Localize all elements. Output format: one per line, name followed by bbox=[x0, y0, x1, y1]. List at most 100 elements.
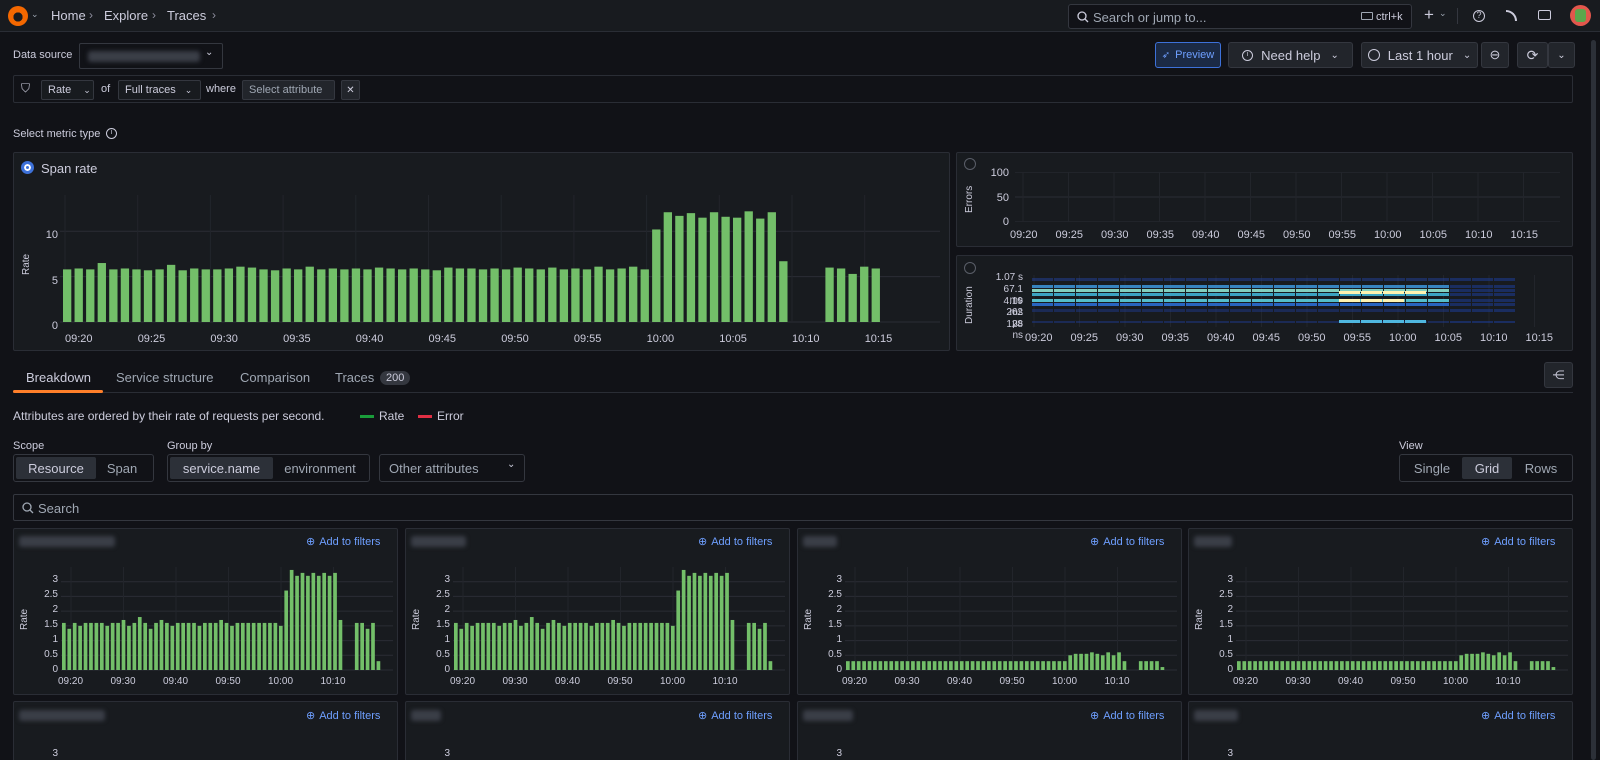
scope-option-span[interactable]: Span bbox=[106, 460, 138, 476]
attribute-panel-xtick: 09:40 bbox=[555, 676, 581, 687]
avatar[interactable] bbox=[1570, 5, 1591, 26]
scope-toggle[interactable]: Resource Span bbox=[13, 454, 154, 482]
search-input[interactable]: Search or jump to... ctrl+k bbox=[1068, 4, 1412, 29]
attribute-panel-xtick: 10:00 bbox=[1052, 676, 1078, 687]
attribute-panel-bar bbox=[170, 625, 175, 670]
span-rate-bar bbox=[247, 267, 257, 322]
errors-radio[interactable] bbox=[964, 158, 976, 170]
page-scrollbar[interactable] bbox=[1591, 40, 1596, 760]
preview-button[interactable]: ➶ Preview bbox=[1155, 42, 1221, 68]
attribute-panel-bar bbox=[529, 617, 534, 670]
attribute-panel-bar bbox=[1421, 661, 1426, 670]
attribute-panel-chart[interactable] bbox=[845, 567, 1177, 672]
attribute-panel-bar bbox=[470, 625, 474, 670]
span-rate-bar bbox=[178, 270, 187, 322]
need-help-button[interactable]: i Need help ⌄ bbox=[1228, 42, 1353, 68]
view-option-single[interactable]: Single bbox=[1413, 460, 1451, 476]
of-label: of bbox=[101, 83, 111, 95]
view-label: View bbox=[1399, 440, 1423, 452]
refresh-button[interactable]: ⟳ bbox=[1517, 42, 1548, 68]
view-toggle[interactable]: Single Grid Rows bbox=[1399, 454, 1573, 482]
groupby-option-environment[interactable]: environment bbox=[284, 460, 356, 476]
breakdown-search-input[interactable]: Search bbox=[13, 494, 1573, 521]
attribute-panel-ytick: 0 bbox=[836, 664, 842, 675]
attribute-panel-bar bbox=[846, 661, 850, 670]
breadcrumb-explore[interactable]: Explore bbox=[104, 8, 149, 23]
attribute-panel-xtick: 10:10 bbox=[1495, 676, 1521, 687]
zoom-out-button[interactable]: ⊖ bbox=[1481, 42, 1509, 68]
share-button[interactable]: ⋲ bbox=[1544, 362, 1573, 388]
groupby-toggle[interactable]: service.name environment bbox=[167, 454, 370, 482]
refresh-interval-dropdown[interactable]: ⌄ bbox=[1548, 42, 1575, 68]
add-icon[interactable]: + bbox=[1424, 5, 1434, 24]
remove-filter-button[interactable]: ✕ bbox=[341, 80, 360, 100]
attribute-panel-ytick: 3 bbox=[444, 748, 450, 759]
attribute-select[interactable]: Select attribute bbox=[242, 80, 335, 100]
search-icon bbox=[1077, 11, 1089, 23]
chevron-down-icon[interactable]: ⌄ bbox=[31, 9, 39, 19]
info-icon[interactable]: i bbox=[106, 128, 117, 139]
attribute-panel[interactable] bbox=[797, 701, 1182, 760]
span-rate-chart[interactable] bbox=[60, 195, 940, 327]
monitor-icon[interactable] bbox=[1538, 10, 1551, 20]
add-to-filters-button[interactable]: ⊕ Add to filters bbox=[306, 535, 380, 549]
heatmap-cell bbox=[1296, 289, 1317, 292]
heatmap-cell bbox=[1472, 309, 1493, 312]
span-rate-radio[interactable] bbox=[21, 161, 34, 174]
add-to-filters-button[interactable]: ⊕ Add to filters bbox=[1481, 709, 1555, 723]
errors-panel[interactable] bbox=[956, 152, 1573, 247]
attribute-panel-bar bbox=[703, 572, 708, 670]
grafana-logo-icon[interactable] bbox=[8, 6, 28, 26]
tab-service-structure[interactable]: Service structure bbox=[116, 370, 214, 385]
groupby-option-service-name[interactable]: service.name bbox=[170, 457, 273, 479]
attribute-panel[interactable] bbox=[1188, 701, 1573, 760]
span-rate-xtick: 09:35 bbox=[283, 333, 311, 345]
breadcrumb-traces[interactable]: Traces bbox=[167, 8, 207, 23]
heatmap-cell bbox=[1450, 299, 1471, 302]
add-to-filters-button[interactable]: ⊕ Add to filters bbox=[306, 709, 380, 723]
attribute-panel-bar bbox=[725, 572, 729, 670]
attribute-panel-bar bbox=[278, 625, 283, 670]
attribute-panel-xtick: 09:40 bbox=[1338, 676, 1364, 687]
data-source-picker[interactable]: ⌄ bbox=[79, 43, 223, 69]
duration-radio[interactable] bbox=[964, 262, 976, 274]
attribute-panel-chart[interactable] bbox=[1236, 567, 1568, 672]
attribute-panel-bar bbox=[611, 619, 615, 670]
attribute-panel-bar bbox=[1486, 653, 1491, 670]
add-to-filters-button[interactable]: ⊕ Add to filters bbox=[698, 535, 772, 549]
breadcrumb-home[interactable]: Home bbox=[51, 8, 86, 23]
add-to-filters-button[interactable]: ⊕ Add to filters bbox=[1481, 535, 1555, 549]
attribute-panel-bar bbox=[540, 628, 545, 670]
scope-option-resource[interactable]: Resource bbox=[16, 457, 96, 479]
chevron-down-icon[interactable]: ⌄ bbox=[1439, 8, 1447, 18]
time-range-picker[interactable]: Last 1 hour ⌄ bbox=[1361, 42, 1478, 68]
add-to-filters-button[interactable]: ⊕ Add to filters bbox=[1090, 709, 1164, 723]
help-icon[interactable]: ? bbox=[1473, 10, 1485, 22]
attribute-panel[interactable] bbox=[405, 701, 790, 760]
view-option-rows[interactable]: Rows bbox=[1524, 460, 1558, 476]
trace-scope-select[interactable]: Full traces ⌄ bbox=[118, 80, 201, 100]
other-attributes-select[interactable]: Other attributes ⌄ bbox=[379, 454, 525, 482]
rss-icon[interactable] bbox=[1506, 10, 1517, 21]
heatmap-cell bbox=[1318, 278, 1339, 281]
heatmap-cell bbox=[1164, 289, 1185, 292]
tab-breakdown[interactable]: Breakdown bbox=[26, 370, 92, 385]
heatmap-cell bbox=[1186, 321, 1207, 323]
chevron-down-icon: ⌄ bbox=[184, 84, 193, 95]
attribute-panel-chart[interactable] bbox=[453, 567, 785, 672]
attribute-panel-bar bbox=[938, 661, 942, 670]
heatmap-cell bbox=[1098, 289, 1119, 292]
errors-chart[interactable] bbox=[1015, 172, 1560, 222]
view-option-grid[interactable]: Grid bbox=[1462, 457, 1512, 479]
duration-heatmap[interactable] bbox=[1030, 275, 1540, 327]
attribute-panel-chart[interactable] bbox=[61, 567, 393, 672]
add-to-filters-button[interactable]: ⊕ Add to filters bbox=[1090, 535, 1164, 549]
metric-select[interactable]: Rate ⌄ bbox=[41, 80, 94, 100]
heatmap-cell bbox=[1428, 293, 1449, 296]
heatmap-cell bbox=[1186, 278, 1207, 281]
attribute-panel-bar bbox=[1502, 655, 1507, 670]
heatmap-cell bbox=[1230, 278, 1251, 281]
add-to-filters-button[interactable]: ⊕ Add to filters bbox=[698, 709, 772, 723]
tab-comparison[interactable]: Comparison bbox=[240, 370, 311, 385]
tab-traces[interactable]: Traces bbox=[335, 370, 375, 385]
